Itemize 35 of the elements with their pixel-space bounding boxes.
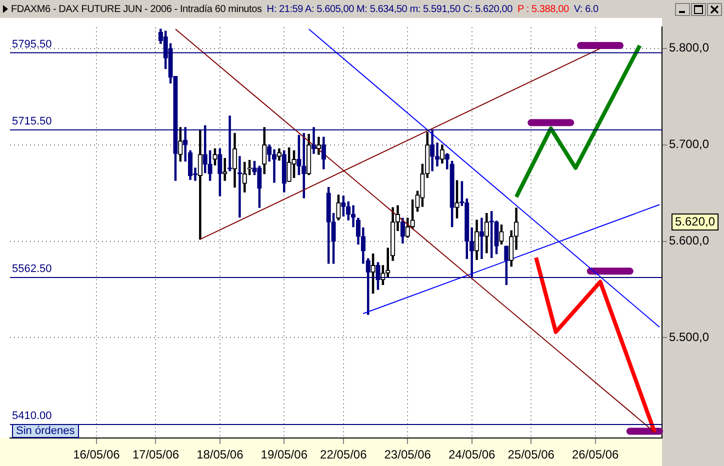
y-tick-label: 5.500,0 [669,330,710,344]
ref-line-label: 5715.50 [12,115,52,128]
candlestick [178,127,183,162]
candlestick [296,134,302,176]
x-tick-label: 25/05/06 [508,448,555,462]
y-tick-label: 5.800,0 [669,40,710,55]
x-tick-label: 16/05/06 [73,448,120,462]
candlestick [499,224,504,244]
ref-line-label: 5562.50 [12,262,52,275]
candlestick [370,253,376,294]
x-tick-label: 17/05/06 [132,448,180,462]
annotation: Sin órdenes [12,424,79,438]
chart-subtitle: H: 21:59 A: 5.605,00 M: 5.634,50 m: 5.591,50 C: 5.620,00 [266,4,512,14]
candlestick [494,220,499,254]
chart-title: FDAXM6 - DAX FUTURE JUN - 2006 - Intradía 60 minutos [11,4,262,14]
x-tick-label: 22/05/06 [320,448,368,462]
x-tick-label: 23/05/06 [384,448,432,462]
candlestick [341,196,346,217]
x-tick-label: 24/05/06 [448,448,496,462]
candlestick [336,194,341,220]
y-tick-label: 5.600,0 [669,234,710,248]
text: P : 5.388,00 [517,4,569,14]
candlestick [454,180,460,218]
candlestick [479,218,484,259]
x-tick-label: 18/05/06 [196,448,244,462]
candlestick [302,132,306,198]
text: 5.620,0 [675,214,716,228]
candlestick [489,211,494,258]
text: V: 6.0 [574,4,598,14]
y-tick-label: 5.700,0 [669,137,710,152]
ref-line-label: 5795.50 [12,38,52,50]
x-tick-label: 19/05/06 [260,448,308,462]
ref-line-label: 5410.00 [12,410,52,422]
x-tick-label: 26/05/06 [572,448,619,462]
candlestick [212,148,218,166]
